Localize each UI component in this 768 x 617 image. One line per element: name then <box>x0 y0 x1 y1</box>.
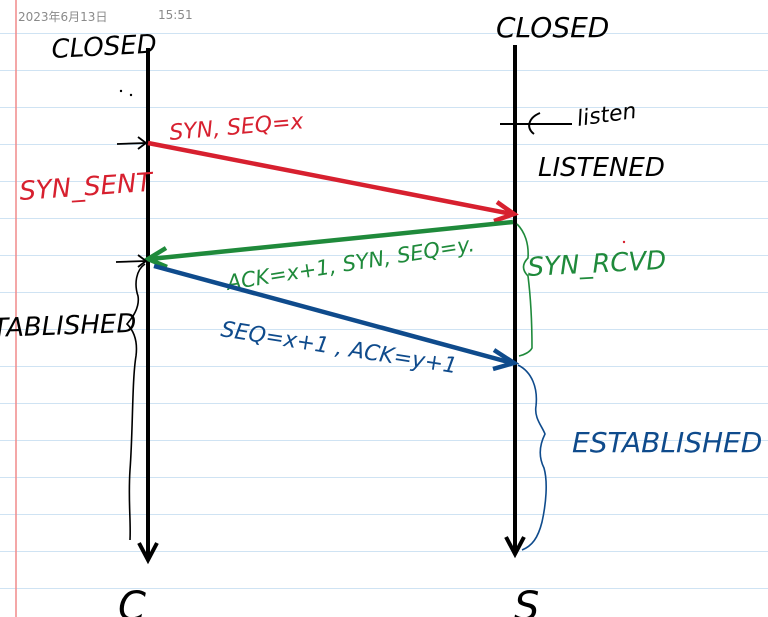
server-listened-label: LISTENED <box>538 153 665 183</box>
server-closed-label: CLOSED <box>496 11 609 44</box>
client-syn-sent-label: SYN_SENT <box>18 168 155 207</box>
client-closed-label: CLOSED <box>51 30 158 65</box>
server-established-bracket <box>517 364 547 551</box>
syn-message-label: SYN, SEQ=x <box>168 109 305 146</box>
server-timeline-arrowhead <box>504 536 526 559</box>
client-receive-pointer <box>115 254 148 268</box>
client-established-label: ESTABLISHED <box>0 309 137 345</box>
listen-pointer <box>500 112 572 135</box>
ack-message-label: SEQ=x+1 , ACK=y+1 <box>219 317 459 379</box>
syn-ack-message-label: ACK=x+1, SYN, SEQ=y. <box>223 232 476 295</box>
ack-arrow <box>153 263 520 372</box>
note-time: 15:51 <box>158 8 193 22</box>
server-syn-rcvd-label: SYN_RCVD <box>527 246 667 283</box>
stray-dot <box>119 89 123 93</box>
server-letter-label: S <box>514 584 539 617</box>
note-date: 2023年6月13日 <box>18 10 108 24</box>
listen-note: listen <box>575 99 638 132</box>
syn-arrow <box>147 140 519 224</box>
server-syn-rcvd-bracket <box>516 223 533 357</box>
server-established-label: ESTABLISHED <box>572 426 762 459</box>
client-letter-label: C <box>118 584 146 617</box>
stray-dot <box>622 240 626 244</box>
syn-ack-arrow <box>143 219 514 270</box>
stray-dot <box>129 93 133 97</box>
client-send-pointer <box>116 136 148 150</box>
client-timeline-arrowhead <box>137 542 159 565</box>
client-established-bracket <box>125 263 146 541</box>
